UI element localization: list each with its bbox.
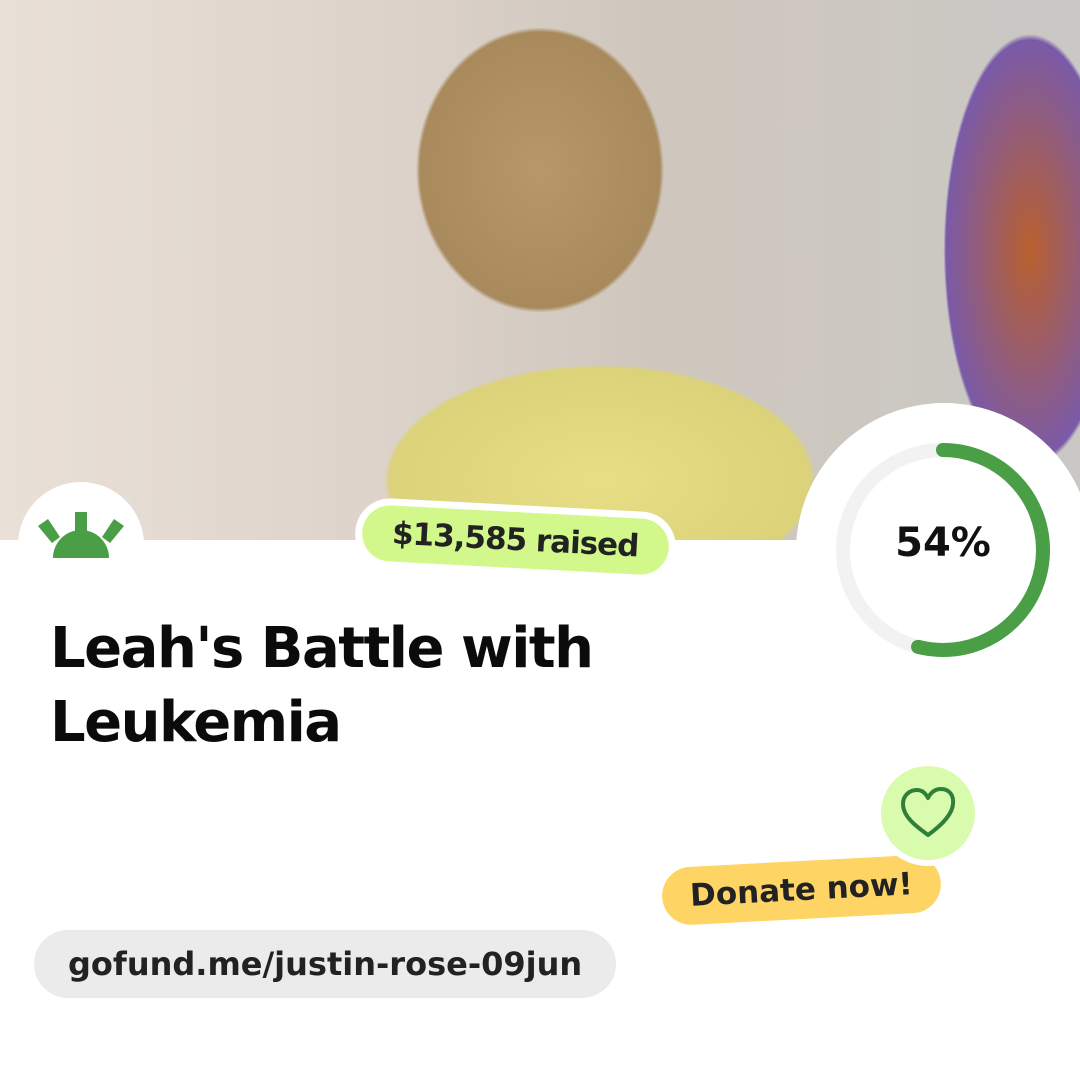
donate-now-label: Donate now! [660, 853, 943, 927]
campaign-url-link[interactable]: gofund.me/justin-rose-09jun [34, 930, 617, 998]
campaign-title: Leah's Battle with Leukemia [50, 616, 594, 755]
progress-ring-fill [836, 443, 1050, 657]
progress-ring [836, 443, 1050, 657]
heart-icon [901, 787, 956, 837]
heart-badge[interactable] [875, 760, 981, 866]
gofundme-logo-icon [38, 512, 124, 558]
amount-raised-text: $13,585 raised [360, 504, 670, 576]
progress-percent: 54% [895, 520, 991, 566]
